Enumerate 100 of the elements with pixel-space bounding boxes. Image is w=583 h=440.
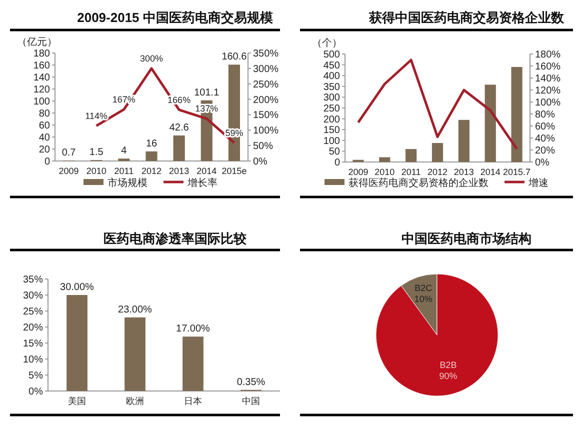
legend-label: 获得医药电商交易资格的企业数 [348,177,488,189]
bar [124,317,146,391]
y-tick-label: 50 [328,146,340,158]
y-tick-label: 250 [323,104,340,114]
data-label: 23.00% [118,304,152,316]
bar [182,336,204,391]
y-tick-label: 35% [22,274,44,286]
y2-tick-label: 80% [535,110,556,120]
x-tick-label: 2015e [222,166,247,176]
data-label: 0.7 [62,148,76,159]
y2-tick-label: 0% [253,156,268,168]
x-tick-label: 2011 [114,166,134,176]
y-tick-label: 300 [323,92,340,104]
y-tick-label: 500 [323,50,340,60]
legend-label: 增速 [528,177,548,189]
x-tick-label: 中国 [242,396,260,406]
data-label: 0.35% [236,376,266,388]
y-tick-label: 0 [44,156,50,168]
y2-tick-label: 180% [535,50,561,60]
y-tick-label: 20% [22,322,44,334]
x-tick-label: 2012 [141,166,162,176]
bar [66,295,88,391]
data-label: 90% [439,370,458,381]
y-tick-label: 400 [323,71,340,82]
data-label: 10% [414,294,432,304]
y2-tick-label: 50% [253,141,274,152]
y-tick-label: 100 [33,96,50,108]
y-tick-label: 30% [22,290,44,302]
y-tick-label: 25% [22,306,44,318]
data-label: 101.1 [194,87,220,98]
x-tick-label: 日本 [184,396,202,406]
y2-tick-label: 60% [535,122,556,132]
y2-tick-label: 20% [535,146,556,156]
x-tick-label: 2013 [169,166,190,176]
chart-title: 中国医药电商市场结构 [402,231,532,246]
y-tick-label: 10% [22,354,44,366]
bar [458,120,470,162]
bar [511,66,522,162]
y-tick-label: 200 [323,114,340,126]
slice-label: B2C [414,283,433,294]
y-tick-label: 15% [22,338,44,350]
x-tick-label: 2010 [374,167,395,177]
pie-slice [376,274,498,396]
y2-tick-label: 250% [253,79,279,90]
y2-tick-label: 40% [535,134,556,144]
y-axis-title: （个） [312,37,342,49]
x-tick-label: 2010 [86,166,106,176]
y-tick-label: 80 [38,108,50,120]
bar [379,157,390,162]
y2-tick-label: 160% [535,62,561,72]
y-tick-label: 20 [38,144,50,156]
x-tick-label: 2009 [58,166,79,176]
y-tick-label: 100 [323,136,340,147]
y-tick-label: 140 [33,72,50,84]
y-tick-label: 180 [33,48,50,60]
x-tick-label: 美国 [68,396,86,406]
x-tick-label: 2011 [401,167,421,177]
data-label: 30.00% [60,282,94,293]
x-tick-label: 2013 [454,167,474,177]
data-label: 42.6 [169,122,190,134]
y2-tick-label: 0% [535,158,550,168]
chart-title: 医药电商渗透率国际比较 [104,231,248,246]
bar [432,142,444,162]
data-label: 1.5 [89,147,104,158]
data-label: 114% [85,110,108,121]
y-axis-title: （亿元） [17,37,57,48]
x-tick-label: 2014 [480,167,500,177]
data-label: 300% [140,53,164,64]
y-tick-label: 450 [323,60,340,72]
y2-tick-label: 150% [253,110,279,122]
x-tick-label: 欧洲 [126,396,144,406]
y-tick-label: 0% [28,386,44,398]
chart-title: 2009-2015 中国医药电商交易规模 [77,10,273,25]
bar [146,151,158,161]
bar [406,149,417,162]
y2-tick-label: 120% [535,86,561,96]
line-series [356,58,518,150]
y2-tick-label: 300% [253,64,279,75]
y-tick-label: 150 [323,125,340,136]
data-label: 16 [146,138,158,150]
y-tick-label: 0 [334,158,340,168]
bar [173,135,185,161]
slice-label: B2B [440,360,457,370]
y2-tick-label: 200% [253,94,279,106]
legend-label: 市场规模 [108,177,148,189]
y2-tick-label: 100% [253,126,279,137]
x-tick-label: 2014 [196,166,217,176]
y2-tick-label: 350% [253,48,279,60]
y-tick-label: 120 [33,84,50,96]
legend-label: 增长率 [186,177,218,189]
x-tick-label: 2015.7 [503,167,531,177]
x-tick-label: 2009 [348,167,368,177]
data-label: 160.6 [222,52,248,63]
x-tick-label: 2012 [427,167,448,177]
chart-title: 获得中国医药电商交易资格企业数 [368,10,565,25]
y-tick-label: 5% [28,370,44,382]
data-label: 17.00% [176,324,210,335]
y2-tick-label: 100% [535,98,561,108]
y2-tick-label: 140% [535,74,561,84]
bar [484,84,496,162]
